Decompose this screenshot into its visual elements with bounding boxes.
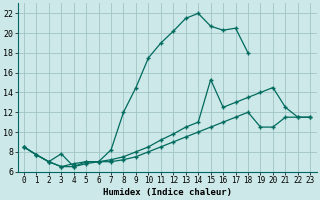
- X-axis label: Humidex (Indice chaleur): Humidex (Indice chaleur): [103, 188, 232, 197]
